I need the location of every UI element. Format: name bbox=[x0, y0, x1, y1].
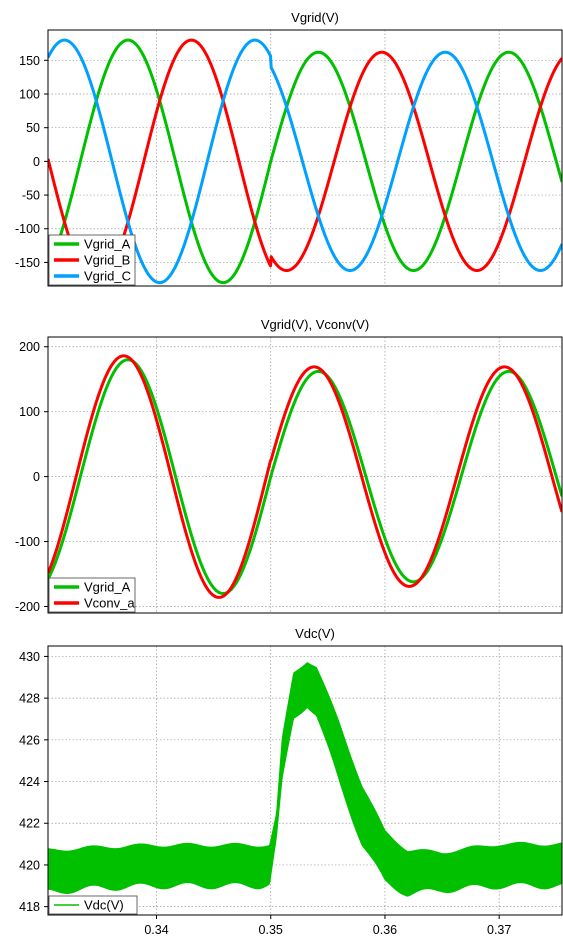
x-tick-label: 0.34 bbox=[144, 923, 168, 937]
y-tick-label: 200 bbox=[19, 340, 40, 354]
y-tick-label: 426 bbox=[19, 733, 40, 747]
plot-data bbox=[48, 354, 562, 599]
y-tick-label: -200 bbox=[15, 600, 40, 614]
chart-panel-1: Vgrid(V)150100500-50-100-150Vgrid_AVgrid… bbox=[15, 10, 563, 287]
y-tick-label: -100 bbox=[15, 535, 40, 549]
y-tick-label: 422 bbox=[19, 817, 40, 831]
legend-label: Vgrid_A bbox=[84, 237, 131, 252]
y-tick-label: -100 bbox=[15, 222, 40, 236]
y-tick-label: 420 bbox=[19, 858, 40, 872]
y-tick-label: 0 bbox=[33, 155, 40, 169]
y-tick-label: 100 bbox=[19, 405, 40, 419]
y-tick-label: 424 bbox=[19, 775, 40, 789]
legend-label: Vgrid_A bbox=[84, 580, 131, 595]
legend-box bbox=[48, 577, 136, 613]
y-tick-label: 0 bbox=[33, 470, 40, 484]
legend-label: Vconv_a bbox=[84, 596, 135, 611]
y-tick-label: 50 bbox=[26, 121, 40, 135]
chart-title: Vgrid(V), Vconv(V) bbox=[261, 317, 369, 332]
chart-title: Vdc(V) bbox=[295, 626, 335, 641]
series-line-vconv-a bbox=[48, 354, 562, 599]
series-line-vgrid-b bbox=[48, 38, 562, 285]
legend-label: Vgrid_C bbox=[84, 269, 131, 284]
x-tick-label: 0.37 bbox=[487, 923, 511, 937]
plot-frame bbox=[47, 336, 563, 614]
legend-label: Vdc(V) bbox=[84, 898, 124, 913]
y-tick-label: -150 bbox=[15, 256, 40, 270]
y-tick-label: 428 bbox=[19, 692, 40, 706]
chart-panel-3: Vdc(V) 430 428 426 424 422 420 418 Vdc(V) 0.34 0.3… bbox=[19, 626, 563, 937]
chart-title: Vgrid(V) bbox=[291, 10, 339, 25]
x-tick-label: 0.36 bbox=[373, 923, 397, 937]
legend-box bbox=[48, 895, 138, 915]
plot-frame bbox=[47, 29, 563, 287]
chart-panel-2: Vgrid(V), Vconv(V) 200 100 0 -100 -200 Vgrid_A… bbox=[15, 317, 563, 614]
y-tick-label: 430 bbox=[19, 650, 40, 664]
y-tick-label: 418 bbox=[19, 900, 40, 914]
plot-data bbox=[48, 662, 562, 897]
y-tick-label: 100 bbox=[19, 88, 40, 102]
x-tick-label: 0.35 bbox=[259, 923, 283, 937]
plot-frame bbox=[47, 645, 563, 916]
y-tick-label: -50 bbox=[22, 189, 40, 203]
legend-label: Vgrid_B bbox=[84, 253, 130, 268]
y-tick-label: 150 bbox=[19, 54, 40, 68]
vdc-band bbox=[48, 662, 562, 897]
